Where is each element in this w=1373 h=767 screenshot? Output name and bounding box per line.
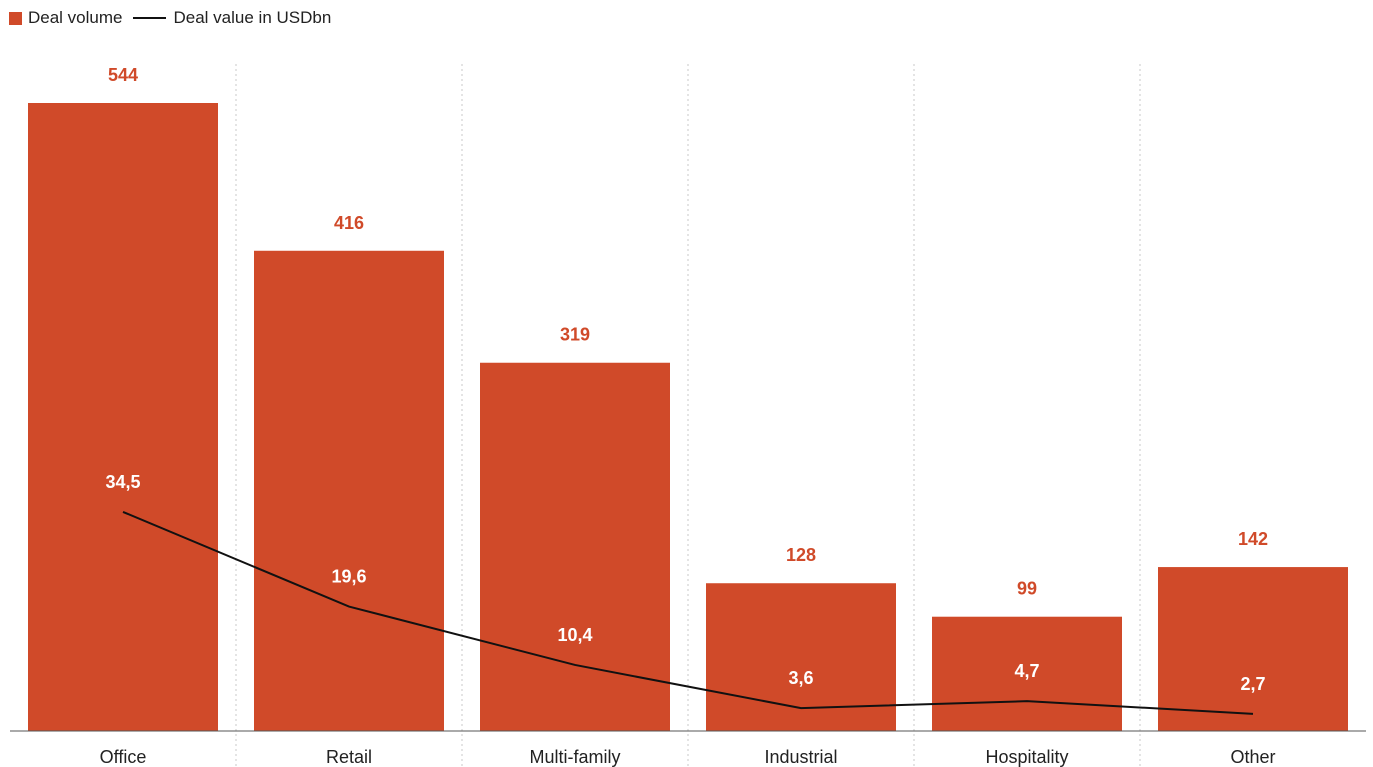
x-tick-label: Industrial [764, 747, 837, 767]
x-tick-label: Other [1230, 747, 1275, 767]
bar-value-label: 416 [334, 213, 364, 233]
line-value-label: 19,6 [331, 567, 366, 587]
bar [480, 362, 670, 731]
bar-value-label: 142 [1238, 529, 1268, 549]
chart-legend: Deal volume Deal value in USDbn [9, 8, 341, 28]
legend-item-deal-volume: Deal volume [9, 8, 123, 28]
legend-label-deal-volume: Deal volume [28, 8, 123, 27]
bar-value-label: 99 [1017, 579, 1037, 599]
x-tick-label: Hospitality [985, 747, 1068, 767]
legend-line-swatch [132, 17, 166, 19]
line-value-label: 4,7 [1014, 661, 1039, 681]
line-value-label: 10,4 [557, 625, 592, 645]
line-value-label: 3,6 [788, 668, 813, 688]
legend-label-deal-value: Deal value in USDbn [173, 8, 332, 27]
legend-bar-swatch [9, 11, 22, 25]
x-tick-label: Multi-family [529, 747, 620, 767]
x-tick-label: Office [100, 747, 147, 767]
bar [254, 250, 444, 731]
bar [28, 103, 218, 731]
line-value-label: 34,5 [105, 472, 140, 492]
legend-item-deal-value: Deal value in USDbn [132, 8, 332, 28]
bar-value-label: 319 [560, 325, 590, 345]
bar-value-label: 544 [108, 65, 138, 85]
bar [1158, 567, 1348, 731]
x-tick-label: Retail [326, 747, 372, 767]
line-value-label: 2,7 [1240, 674, 1265, 694]
deal-value-line [122, 511, 1254, 715]
bar [932, 616, 1122, 731]
bar-value-label: 128 [786, 545, 816, 565]
